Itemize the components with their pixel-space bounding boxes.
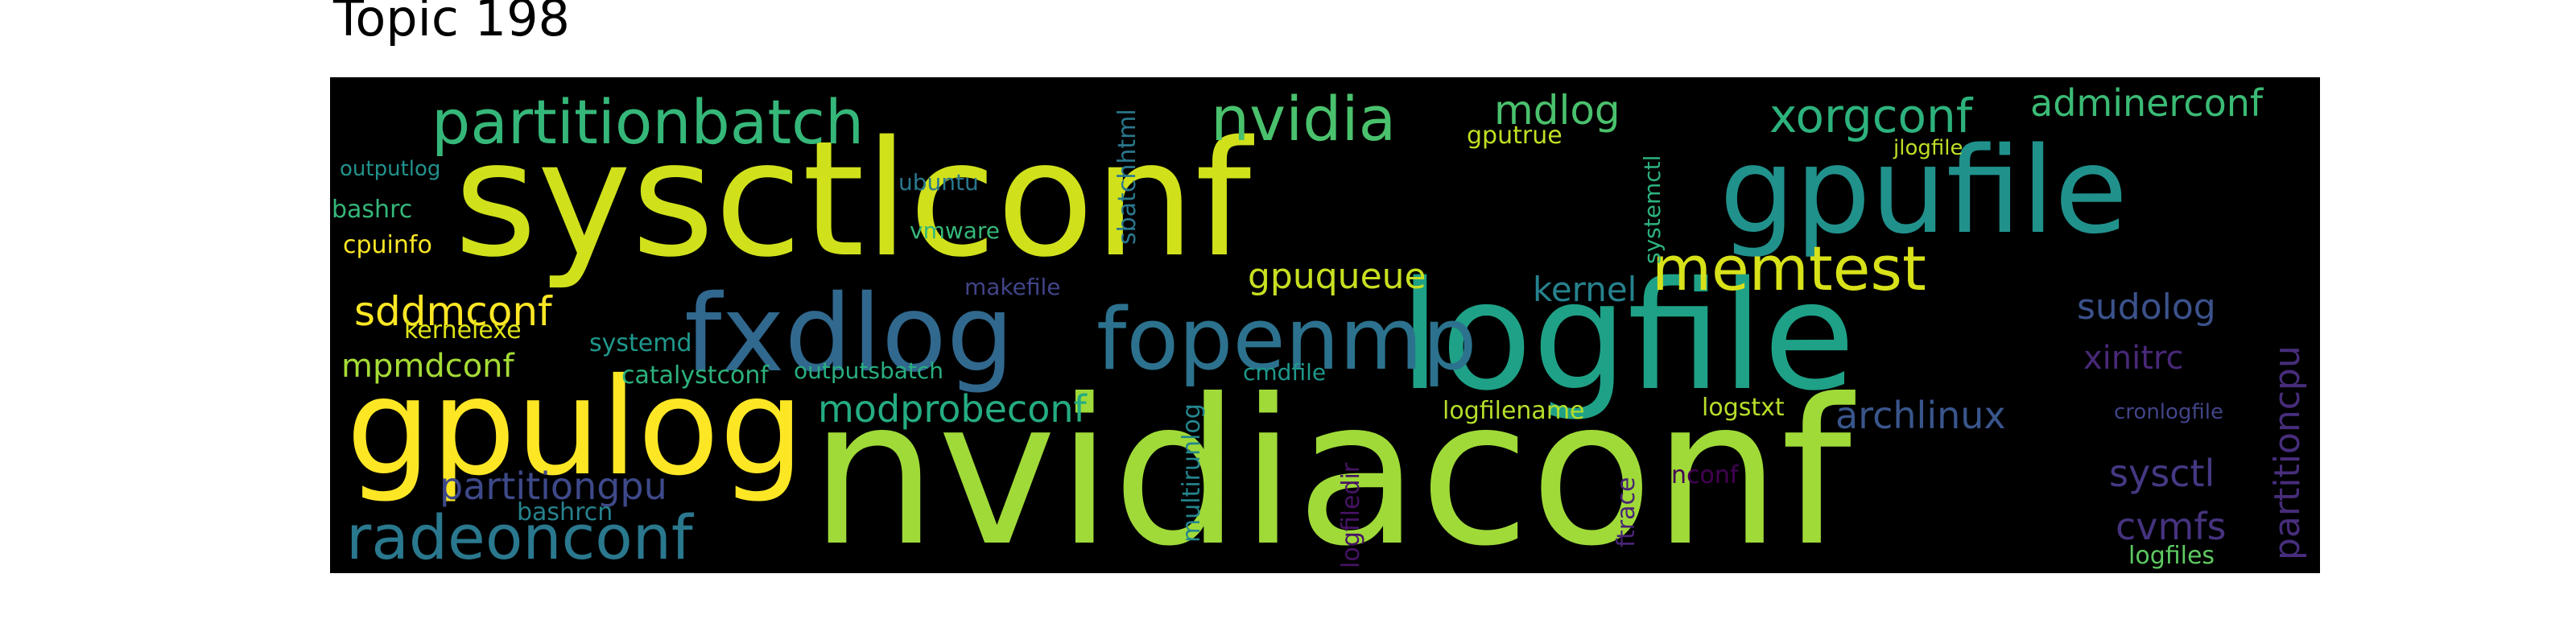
word-logfilename: logfilename: [1443, 397, 1585, 425]
word-logfiledir: logfiledir: [1337, 462, 1365, 568]
word-ftrace: ftrace: [1612, 477, 1641, 547]
word-catalystconf: catalystconf: [621, 361, 770, 390]
word-bashrcn: bashrcn: [517, 498, 613, 526]
word-cloud: nvidiaconf sysctlconf logfile gpufile gpulog…: [330, 77, 2320, 573]
word-sysctlconf: sysctlconf: [454, 106, 1254, 292]
word-sddmconf: sddmconf: [354, 288, 553, 335]
word-kernelexe: kernelexe: [404, 316, 522, 345]
word-gpuqueue: gpuqueue: [1248, 256, 1426, 297]
word-mdlog: mdlog: [1494, 87, 1620, 134]
word-sysctl: sysctl: [2109, 452, 2215, 495]
word-sudolog: sudolog: [2077, 287, 2216, 328]
word-radeonconf: radeonconf: [346, 502, 695, 573]
word-ubuntu: ubuntu: [898, 169, 979, 196]
word-cvmfs: cvmfs: [2116, 505, 2226, 548]
word-modprobeconf: modprobeconf: [818, 387, 1088, 431]
word-outputsbatch: outputsbatch: [794, 357, 943, 384]
word-multirunlog: multirunlog: [1178, 403, 1206, 543]
word-systemd: systemd: [589, 329, 692, 357]
word-nvidiaconf: nvidiaconf: [810, 356, 1856, 573]
word-fopenmp: fopenmp: [1096, 290, 1476, 389]
word-nconf: nconf: [1671, 461, 1740, 489]
word-xorgconf: xorgconf: [1769, 89, 1974, 143]
page-title: Topic 198: [333, 0, 570, 47]
word-logfile: logfile: [1399, 249, 1856, 423]
word-partitiongpu: partitiongpu: [440, 464, 667, 508]
word-fxdlog: fxdlog: [684, 272, 1014, 396]
word-outputlog: outputlog: [340, 157, 440, 181]
word-jlogfile: jlogfile: [1893, 136, 1963, 160]
word-gputrue: gputrue: [1467, 122, 1563, 150]
word-xinitrc: xinitrc: [2083, 340, 2184, 377]
word-sbatchhtml: sbatchhtml: [1113, 109, 1141, 245]
word-nvidia: nvidia: [1211, 83, 1396, 155]
word-bashrc: bashrc: [332, 196, 412, 224]
word-vmware: vmware: [910, 217, 1000, 244]
word-partitionbatch: partitionbatch: [431, 86, 864, 158]
word-logstxt: logstxt: [1702, 394, 1785, 422]
word-memtest: memtest: [1652, 233, 1926, 304]
word-cpuinfo: cpuinfo: [343, 231, 432, 259]
word-gpulog: gpulog: [346, 350, 804, 506]
word-kernel: kernel: [1533, 270, 1637, 309]
word-archlinux: archlinux: [1835, 394, 2006, 437]
word-systemctl: systemctl: [1639, 155, 1666, 264]
word-cmdfile: cmdfile: [1243, 359, 1326, 386]
word-partitioncpu: partitioncpu: [2267, 345, 2308, 560]
word-gpufile: gpufile: [1719, 122, 2128, 260]
word-mpmdconf: mpmdconf: [341, 348, 515, 385]
word-cronlogfile: cronlogfile: [2114, 400, 2223, 424]
word-adminerconf: adminerconf: [2030, 81, 2264, 125]
word-logfiles: logfiles: [2128, 542, 2215, 570]
word-makefile: makefile: [964, 274, 1061, 300]
